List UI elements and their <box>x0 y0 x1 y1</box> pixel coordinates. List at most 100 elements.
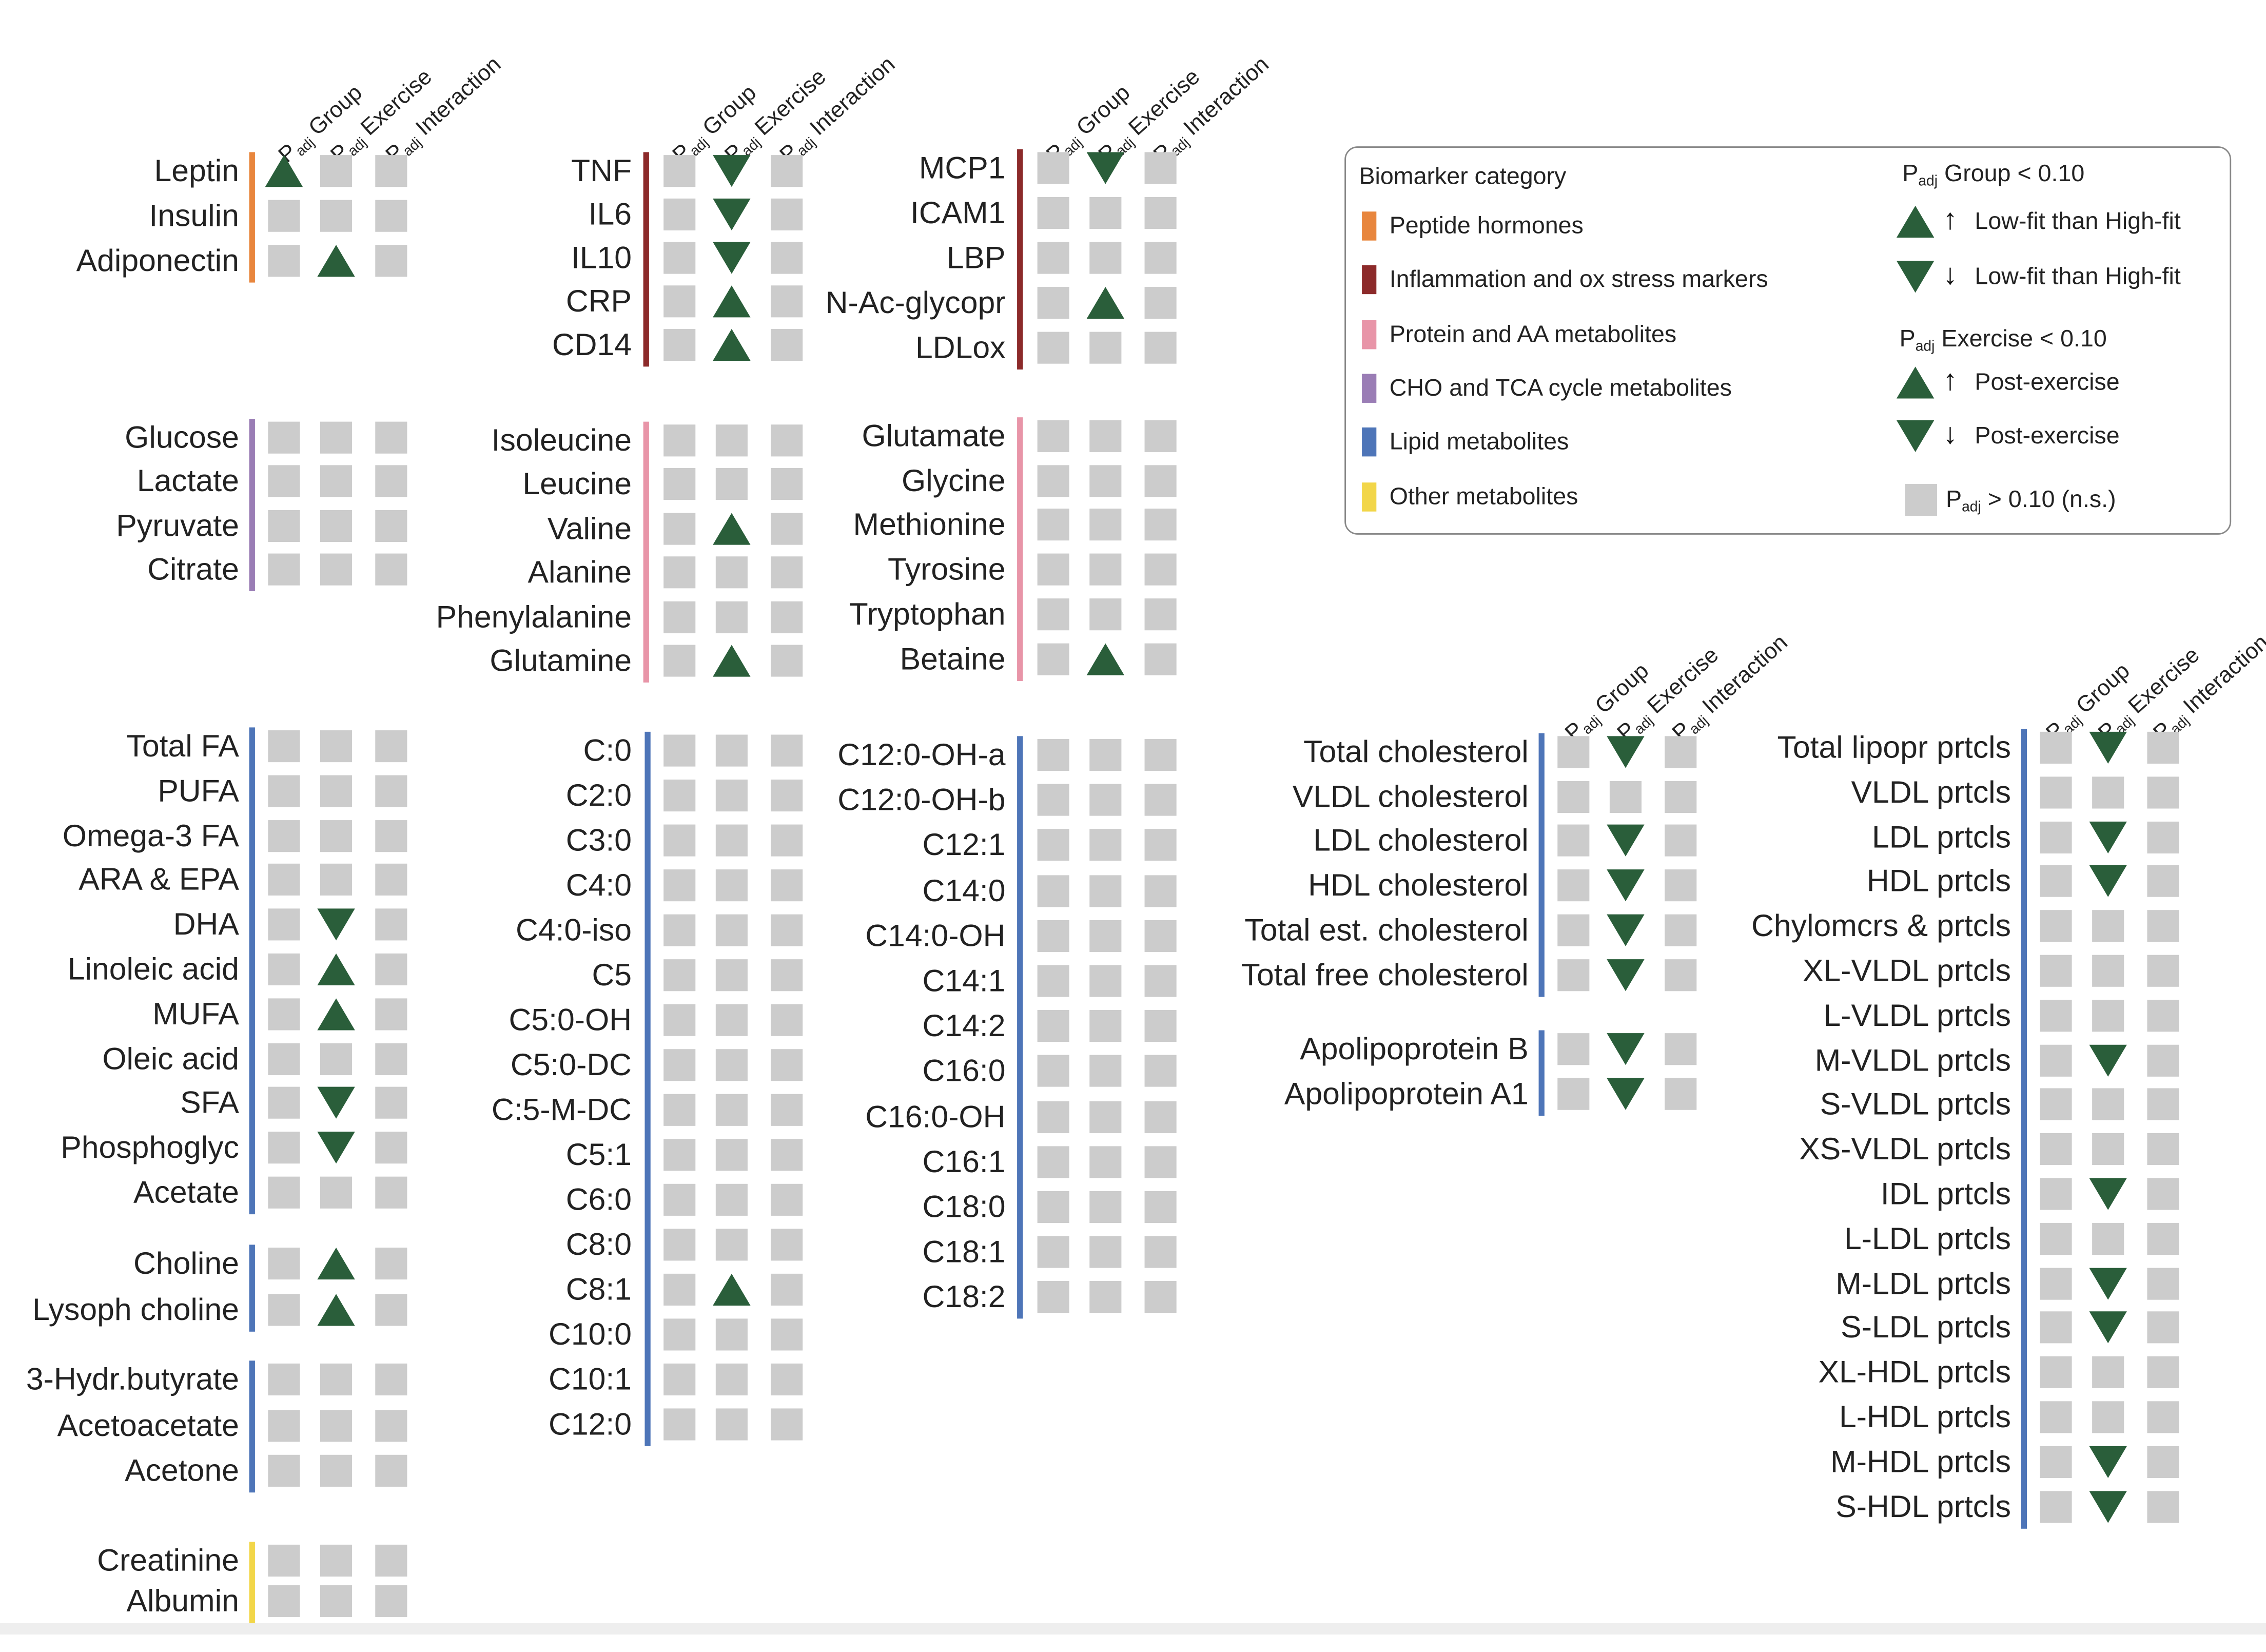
not-significant-cell <box>375 509 407 541</box>
biomarker-label: Pyruvate <box>116 508 239 543</box>
biomarker-label: IL10 <box>571 240 632 276</box>
not-significant-cell <box>1037 287 1069 319</box>
biomarker-label: Lysoph choline <box>32 1292 239 1328</box>
not-significant-cell <box>663 1273 696 1306</box>
not-significant-cell <box>663 328 696 361</box>
biomarker-label: L-HDL prtcls <box>1839 1400 2011 1435</box>
not-significant-cell <box>771 824 803 857</box>
not-significant-cell <box>715 556 748 589</box>
significant-up-triangle-icon <box>713 1273 751 1306</box>
not-significant-cell <box>2147 865 2179 898</box>
not-significant-cell <box>1037 784 1069 817</box>
category-bar-inflammation <box>1017 149 1023 370</box>
not-significant-cell <box>771 242 803 274</box>
not-significant-cell <box>268 553 300 586</box>
not-significant-cell <box>375 908 407 941</box>
biomarker-label: MUFA <box>152 996 239 1032</box>
not-significant-cell <box>2147 1222 2179 1255</box>
legend-category-label: Peptide hormones <box>1389 213 1584 239</box>
not-significant-cell <box>771 1004 803 1036</box>
not-significant-cell <box>268 1409 300 1441</box>
legend-category-label: Inflammation and ox stress markers <box>1389 267 1768 294</box>
category-bar-lipid <box>2021 729 2027 1528</box>
not-significant-cell <box>1037 965 1069 997</box>
not-significant-cell <box>1089 738 1122 771</box>
not-significant-cell <box>1037 643 1069 675</box>
not-significant-cell <box>771 198 803 230</box>
not-significant-cell <box>1557 736 1590 768</box>
biomarker-label: Tryptophan <box>849 596 1006 632</box>
not-significant-cell <box>2147 821 2179 853</box>
not-significant-cell <box>1037 509 1069 541</box>
not-significant-cell <box>1089 1055 1122 1087</box>
category-bar-lipid <box>249 1245 255 1332</box>
significant-up-triangle-icon <box>713 285 751 318</box>
legend-exercise-title: Padj Exercise < 0.10 <box>1899 326 2107 355</box>
not-significant-cell <box>715 1049 748 1081</box>
biomarker-label: Total free cholesterol <box>1241 957 1529 992</box>
significant-up-triangle-icon <box>317 1294 355 1326</box>
category-bar-inflammation <box>643 152 649 367</box>
not-significant-cell <box>715 1183 748 1216</box>
biomarker-label: CRP <box>565 284 632 319</box>
category-bar-protein <box>1017 417 1023 681</box>
not-significant-cell <box>771 424 803 457</box>
biomarker-label: XS-VLDL prtcls <box>1799 1132 2011 1167</box>
not-significant-cell <box>771 734 803 767</box>
category-bar-lipid <box>644 731 651 1446</box>
not-significant-cell <box>663 1094 696 1126</box>
biomarker-label: CD14 <box>552 327 632 362</box>
not-significant-cell <box>375 1132 407 1164</box>
not-significant-cell <box>1089 420 1122 452</box>
not-significant-cell <box>771 1183 803 1216</box>
not-significant-cell <box>715 1363 748 1396</box>
not-significant-cell <box>1557 780 1590 813</box>
significant-up-triangle-icon <box>1086 643 1125 675</box>
biomarker-label: VLDL cholesterol <box>1292 779 1529 814</box>
biomarker-label: C:5-M-DC <box>491 1092 632 1128</box>
not-significant-cell <box>715 959 748 992</box>
biomarker-label: C14:0 <box>922 873 1006 908</box>
not-significant-cell <box>375 1087 407 1119</box>
not-significant-cell <box>375 1042 407 1075</box>
not-significant-cell <box>771 155 803 187</box>
not-significant-cell <box>1665 825 1697 857</box>
not-significant-cell <box>320 730 353 763</box>
significant-up-triangle-icon <box>713 645 751 677</box>
not-significant-cell <box>1557 914 1590 946</box>
not-significant-cell <box>771 1229 803 1261</box>
not-significant-cell <box>2040 1044 2072 1076</box>
biomarker-label: C5:0-OH <box>509 1002 632 1038</box>
not-significant-cell <box>375 774 407 807</box>
biomarker-label: 3-Hydr.butyrate <box>26 1362 239 1397</box>
not-significant-cell <box>663 285 696 318</box>
not-significant-cell <box>1144 1055 1177 1087</box>
not-significant-cell <box>2040 865 2072 898</box>
legend-title: Biomarker category <box>1359 164 1567 190</box>
biomarker-label: ARA & EPA <box>79 863 239 898</box>
not-significant-cell <box>663 734 696 767</box>
not-significant-cell <box>1665 1077 1697 1110</box>
not-significant-cell <box>1144 1191 1177 1223</box>
category-bar-lipid <box>1538 1030 1545 1115</box>
legend-category-label: Protein and AA metabolites <box>1389 321 1677 347</box>
not-significant-cell <box>2040 1490 2072 1523</box>
not-significant-cell <box>320 1363 353 1396</box>
not-significant-cell <box>320 1409 353 1441</box>
significant-down-triangle-icon <box>317 908 355 941</box>
biomarker-label: C5 <box>592 958 632 993</box>
not-significant-cell <box>663 198 696 230</box>
significant-down-triangle-icon <box>2089 1178 2127 1210</box>
not-significant-cell <box>771 645 803 677</box>
not-significant-cell <box>320 1176 353 1209</box>
not-significant-cell <box>1037 1145 1069 1178</box>
not-significant-cell <box>771 1408 803 1441</box>
biomarker-label: Chylomcrs & prtcls <box>1751 908 2011 944</box>
not-significant-cell <box>320 465 353 498</box>
not-significant-cell <box>1144 1145 1177 1178</box>
legend-category-label: Lipid metabolites <box>1389 429 1569 456</box>
significant-down-triangle-icon <box>713 198 751 230</box>
not-significant-cell <box>715 780 748 812</box>
not-significant-cell <box>1089 874 1122 907</box>
not-significant-cell <box>663 1004 696 1036</box>
